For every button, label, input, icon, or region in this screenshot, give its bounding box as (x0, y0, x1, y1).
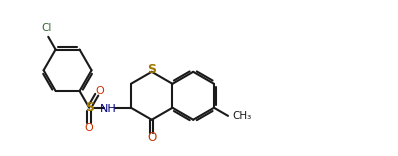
Text: O: O (147, 131, 156, 144)
Text: S: S (85, 101, 94, 114)
Text: S: S (147, 63, 156, 76)
Text: O: O (96, 86, 104, 96)
Text: NH: NH (100, 104, 117, 114)
Text: CH₃: CH₃ (233, 111, 252, 121)
Text: Cl: Cl (41, 23, 52, 33)
Text: O: O (85, 123, 94, 133)
